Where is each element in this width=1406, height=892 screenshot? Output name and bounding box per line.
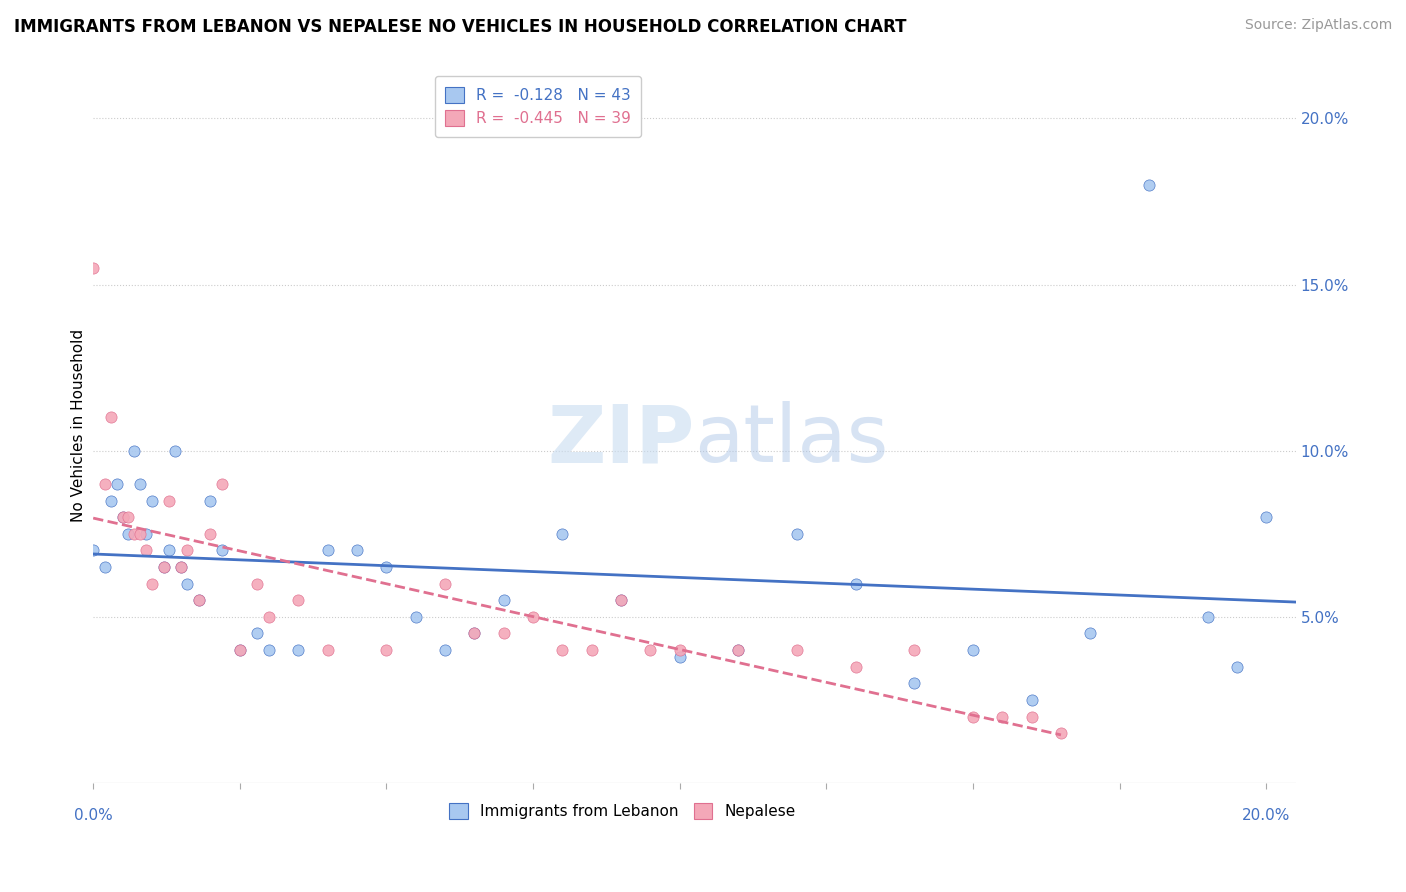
Point <box>122 526 145 541</box>
Point <box>129 477 152 491</box>
Point <box>991 709 1014 723</box>
Point <box>94 477 117 491</box>
Point <box>1226 659 1249 673</box>
Point <box>1256 510 1278 524</box>
Point <box>117 510 139 524</box>
Point <box>165 443 187 458</box>
Point <box>257 643 280 657</box>
Point <box>129 526 152 541</box>
Point <box>845 576 868 591</box>
Point <box>211 477 233 491</box>
Point <box>246 576 269 591</box>
Point <box>105 477 128 491</box>
Point <box>640 643 662 657</box>
Point <box>287 593 309 607</box>
Point <box>492 626 515 640</box>
Point <box>492 593 515 607</box>
Point <box>581 643 603 657</box>
Point <box>346 543 368 558</box>
Point <box>786 643 808 657</box>
Point <box>122 443 145 458</box>
Point <box>434 576 457 591</box>
Point <box>287 643 309 657</box>
Text: ZIP: ZIP <box>547 401 695 479</box>
Point <box>1137 178 1160 192</box>
Point <box>610 593 633 607</box>
Point <box>962 709 984 723</box>
Point <box>727 643 749 657</box>
Point <box>610 593 633 607</box>
Point <box>668 649 690 664</box>
Point <box>229 643 252 657</box>
Point <box>141 493 163 508</box>
Point <box>170 560 193 574</box>
Point <box>551 643 574 657</box>
Point <box>94 560 117 574</box>
Point <box>257 610 280 624</box>
Point <box>187 593 209 607</box>
Point <box>200 526 222 541</box>
Point <box>152 560 174 574</box>
Point <box>229 643 252 657</box>
Point <box>135 526 157 541</box>
Point <box>176 576 198 591</box>
Point <box>903 643 925 657</box>
Point <box>375 643 398 657</box>
Point <box>1197 610 1219 624</box>
Point <box>111 510 134 524</box>
Point <box>375 560 398 574</box>
Point <box>176 543 198 558</box>
Point <box>152 560 174 574</box>
Point <box>159 493 181 508</box>
Point <box>786 526 808 541</box>
Point <box>111 510 134 524</box>
Point <box>200 493 222 508</box>
Point <box>463 626 485 640</box>
Point <box>316 643 339 657</box>
Y-axis label: No Vehicles in Household: No Vehicles in Household <box>72 329 86 523</box>
Point <box>845 659 868 673</box>
Point <box>1021 709 1043 723</box>
Point <box>434 643 457 657</box>
Point <box>1078 626 1101 640</box>
Point <box>82 260 104 275</box>
Text: 0.0%: 0.0% <box>73 808 112 823</box>
Point <box>463 626 485 640</box>
Point <box>405 610 427 624</box>
Point <box>551 526 574 541</box>
Point <box>316 543 339 558</box>
Point <box>727 643 749 657</box>
Text: IMMIGRANTS FROM LEBANON VS NEPALESE NO VEHICLES IN HOUSEHOLD CORRELATION CHART: IMMIGRANTS FROM LEBANON VS NEPALESE NO V… <box>14 18 907 36</box>
Legend: Immigrants from Lebanon, Nepalese: Immigrants from Lebanon, Nepalese <box>443 797 801 825</box>
Point <box>159 543 181 558</box>
Point <box>903 676 925 690</box>
Text: atlas: atlas <box>695 401 889 479</box>
Point <box>187 593 209 607</box>
Point <box>1021 693 1043 707</box>
Point <box>1050 726 1073 740</box>
Text: 20.0%: 20.0% <box>1241 808 1291 823</box>
Point <box>170 560 193 574</box>
Point <box>211 543 233 558</box>
Point <box>962 643 984 657</box>
Point <box>522 610 544 624</box>
Point <box>100 493 122 508</box>
Point <box>246 626 269 640</box>
Point <box>668 643 690 657</box>
Point <box>100 410 122 425</box>
Text: Source: ZipAtlas.com: Source: ZipAtlas.com <box>1244 18 1392 32</box>
Point <box>117 526 139 541</box>
Point <box>82 543 104 558</box>
Point <box>135 543 157 558</box>
Point <box>141 576 163 591</box>
